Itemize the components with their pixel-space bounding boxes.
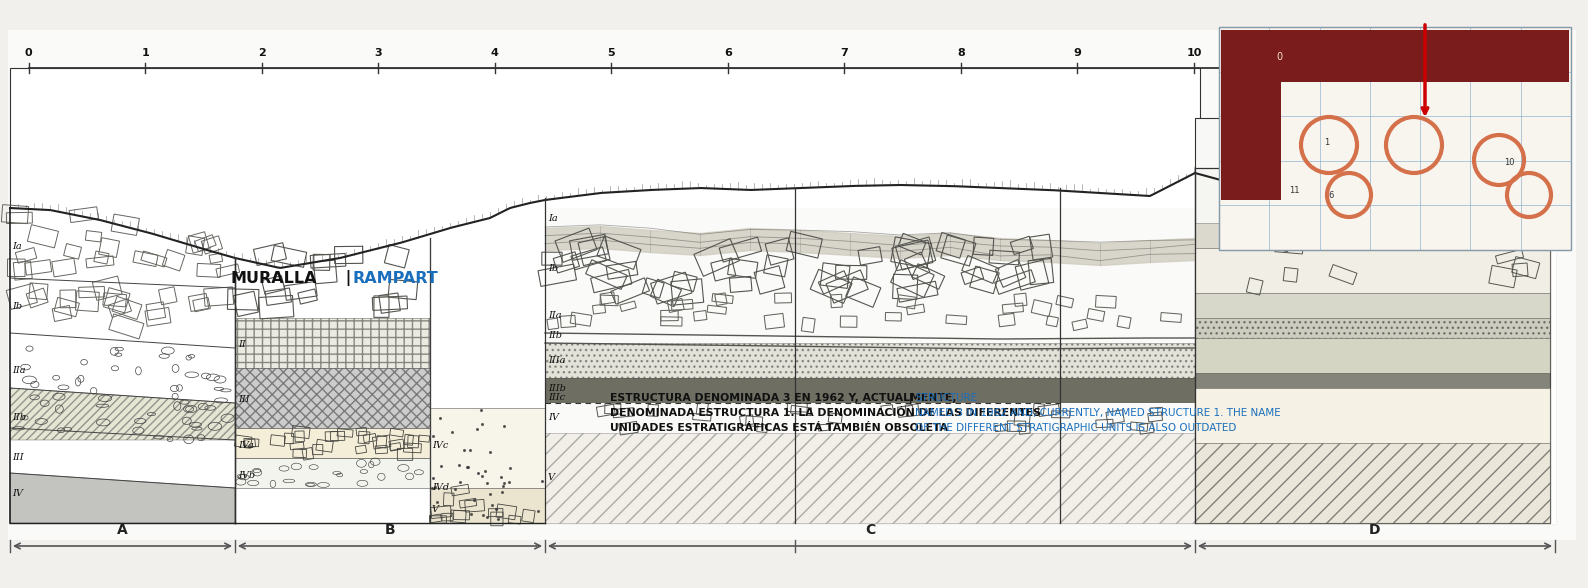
Bar [1220, 27, 1571, 250]
Text: 5: 5 [608, 48, 615, 58]
Text: IIIb: IIIb [548, 383, 565, 393]
Text: D: D [1369, 523, 1380, 537]
Text: IIIc: IIIc [548, 393, 565, 403]
Bar [1196, 223, 1550, 248]
Text: RAMPART: RAMPART [353, 270, 438, 286]
Bar [1196, 118, 1555, 523]
Text: 11: 11 [1289, 185, 1299, 195]
Bar [235, 428, 430, 458]
Text: IV: IV [13, 489, 22, 497]
Text: 7: 7 [840, 48, 848, 58]
Text: II: II [238, 339, 246, 349]
Bar [235, 318, 430, 368]
Bar [1196, 338, 1550, 373]
Text: IVd: IVd [432, 483, 449, 493]
Bar [430, 488, 545, 523]
Text: 1: 1 [141, 48, 149, 58]
Bar [1196, 318, 1550, 338]
Text: |: | [905, 393, 913, 404]
Text: Ib: Ib [548, 263, 557, 272]
Bar [235, 368, 430, 428]
Text: IIa: IIa [13, 366, 25, 375]
Bar [545, 378, 1196, 403]
Text: ESTRUCTURA DENOMINADA 3 EN 1962 Y, ACTUALMENTE,
DENOMINADA ESTRUCTURA 1. LA DENO: ESTRUCTURA DENOMINADA 3 EN 1962 Y, ACTUA… [610, 393, 1040, 433]
Text: 0: 0 [1275, 52, 1282, 62]
Text: IVa: IVa [238, 440, 254, 449]
Bar [1196, 388, 1550, 443]
Text: IIb: IIb [548, 330, 562, 339]
Bar [1196, 293, 1550, 318]
Text: IV: IV [548, 413, 559, 423]
Text: STRUCTURE
NAMED 3 IN 1962 AND, CURRENTLY, NAMED STRUCTURE 1. THE NAME
OF THE DIF: STRUCTURE NAMED 3 IN 1962 AND, CURRENTLY… [915, 393, 1282, 433]
Text: 8: 8 [958, 48, 966, 58]
Text: 10: 10 [1504, 158, 1515, 166]
Text: 2: 2 [257, 48, 265, 58]
Text: IIb: IIb [13, 413, 25, 423]
Text: A: A [118, 523, 129, 537]
Bar [8, 30, 1575, 540]
Bar [1196, 168, 1550, 523]
Text: 1: 1 [1324, 138, 1329, 146]
Text: Ia: Ia [548, 213, 557, 222]
Bar [235, 458, 430, 488]
Bar [430, 408, 545, 523]
Bar [545, 343, 1196, 378]
Text: V: V [548, 473, 554, 483]
Bar [1196, 443, 1550, 523]
Bar [1196, 248, 1550, 293]
Polygon shape [10, 388, 235, 440]
Text: Ia: Ia [13, 242, 22, 250]
Text: 4: 4 [491, 48, 499, 58]
Text: Ib: Ib [13, 302, 22, 310]
Text: IVc: IVc [432, 440, 448, 449]
Polygon shape [10, 473, 235, 523]
Bar [10, 68, 1201, 523]
Bar [545, 433, 1196, 523]
Bar [545, 208, 1196, 523]
Text: 12: 12 [1420, 48, 1434, 58]
Text: 3: 3 [375, 48, 383, 58]
Text: III: III [13, 453, 24, 463]
Text: 13 M.: 13 M. [1526, 48, 1561, 58]
Text: 9: 9 [1073, 48, 1081, 58]
Text: IIa: IIa [548, 310, 562, 319]
Text: C: C [865, 523, 875, 537]
Bar [1221, 82, 1282, 200]
Text: V: V [432, 506, 438, 514]
Bar [1221, 30, 1569, 82]
Text: 0: 0 [25, 48, 32, 58]
Text: IVb: IVb [238, 470, 256, 479]
Bar [1196, 373, 1550, 388]
Text: III: III [238, 396, 249, 405]
Text: 6: 6 [724, 48, 732, 58]
Text: MURALLA: MURALLA [230, 270, 316, 286]
Text: |: | [340, 270, 351, 286]
Text: 11: 11 [1302, 48, 1318, 58]
Text: B: B [384, 523, 395, 537]
Text: IIIa: IIIa [548, 356, 565, 365]
Text: 10: 10 [1186, 48, 1202, 58]
Text: 6: 6 [1328, 191, 1334, 199]
